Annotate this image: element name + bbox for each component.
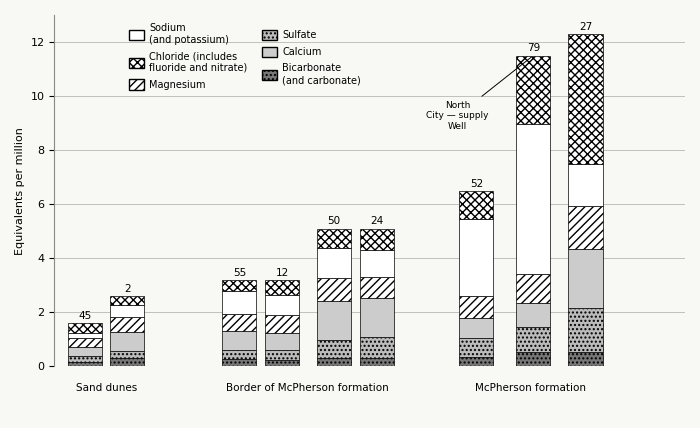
Bar: [265, 280, 299, 295]
Text: North
City — supply
Well: North City — supply Well: [426, 57, 531, 131]
Bar: [111, 305, 144, 318]
Bar: [68, 333, 102, 338]
Text: 50: 50: [328, 217, 341, 226]
Bar: [459, 296, 494, 318]
Bar: [111, 358, 144, 366]
Bar: [68, 323, 102, 333]
Bar: [111, 332, 144, 351]
Y-axis label: Equivalents per million: Equivalents per million: [15, 127, 25, 255]
Bar: [459, 338, 494, 357]
Bar: [265, 333, 299, 350]
Bar: [317, 229, 351, 248]
Bar: [222, 280, 256, 291]
Bar: [568, 163, 603, 205]
Bar: [360, 358, 394, 366]
Bar: [516, 125, 550, 274]
Bar: [516, 303, 550, 327]
Bar: [360, 229, 394, 250]
Bar: [265, 315, 299, 333]
Bar: [68, 362, 102, 366]
Bar: [317, 301, 351, 340]
Bar: [317, 358, 351, 366]
Bar: [222, 359, 256, 366]
Text: 55: 55: [232, 268, 246, 278]
Text: 79: 79: [526, 43, 540, 54]
Bar: [222, 350, 256, 359]
Text: 24: 24: [370, 217, 384, 226]
Bar: [459, 191, 494, 219]
Bar: [265, 295, 299, 315]
Bar: [317, 278, 351, 301]
Bar: [317, 340, 351, 358]
Text: 12: 12: [275, 268, 288, 278]
Bar: [516, 327, 550, 351]
Bar: [360, 250, 394, 276]
Bar: [459, 357, 494, 366]
Bar: [317, 248, 351, 278]
Bar: [459, 318, 494, 338]
Text: 52: 52: [470, 178, 483, 188]
Bar: [459, 219, 494, 296]
Text: 27: 27: [579, 22, 592, 32]
Bar: [516, 274, 550, 303]
Text: McPherson formation: McPherson formation: [475, 383, 586, 392]
Bar: [68, 338, 102, 348]
Bar: [222, 314, 256, 331]
Text: Border of McPherson formation: Border of McPherson formation: [226, 383, 389, 392]
Bar: [265, 350, 299, 360]
Bar: [222, 331, 256, 350]
Bar: [568, 249, 603, 308]
Bar: [111, 351, 144, 358]
Legend: Sodium
(and potassium), Chloride (includes
fluoride and nitrate), Magnesium, Sul: Sodium (and potassium), Chloride (includ…: [129, 24, 361, 90]
Text: 2: 2: [124, 284, 131, 294]
Bar: [222, 291, 256, 314]
Bar: [360, 298, 394, 337]
Bar: [111, 296, 144, 305]
Bar: [68, 356, 102, 362]
Bar: [516, 56, 550, 125]
Bar: [568, 351, 603, 366]
Bar: [516, 351, 550, 366]
Text: 45: 45: [78, 311, 92, 321]
Bar: [568, 308, 603, 351]
Bar: [111, 318, 144, 332]
Bar: [568, 34, 603, 163]
Bar: [360, 276, 394, 298]
Bar: [360, 337, 394, 358]
Text: Sand dunes: Sand dunes: [76, 383, 137, 392]
Bar: [568, 205, 603, 249]
Bar: [68, 348, 102, 356]
Bar: [265, 360, 299, 366]
